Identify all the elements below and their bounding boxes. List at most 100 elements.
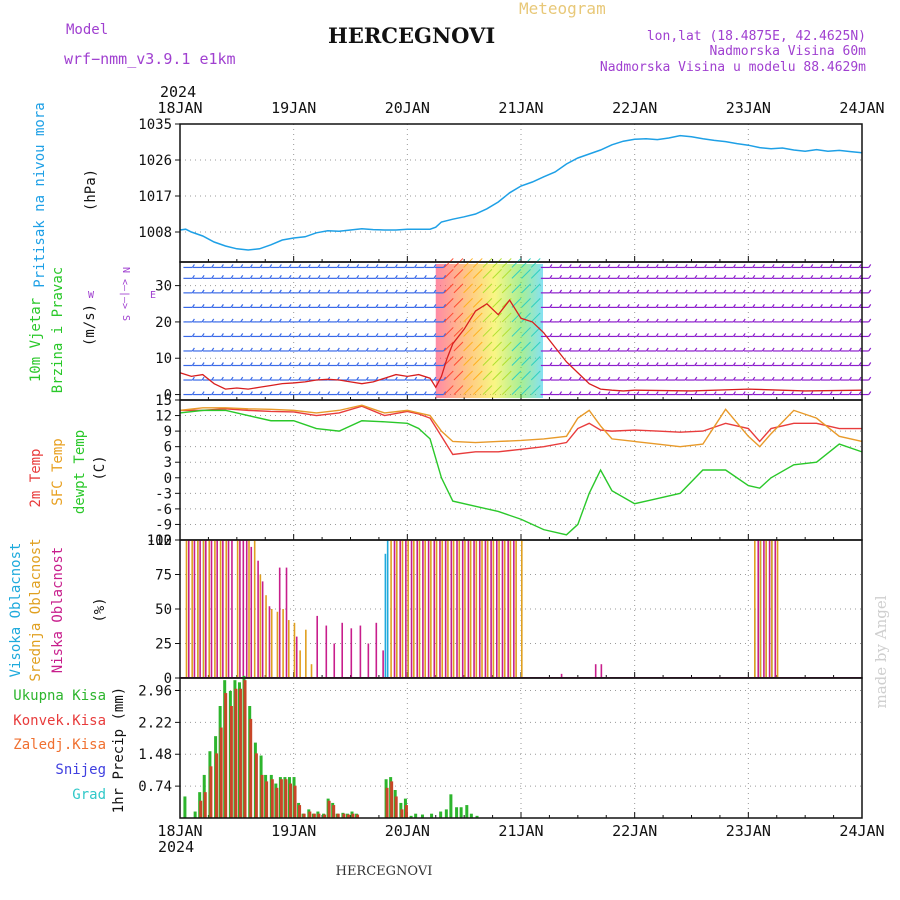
cloud-ylabel: Visoka Oblacnost <box>8 543 24 678</box>
wind-barb-tick <box>385 264 389 268</box>
wind-barb-tick <box>356 362 360 366</box>
wind-barb-tick <box>559 391 563 395</box>
wind-barb-tick <box>249 304 253 308</box>
cloud-bar-low_cloud <box>768 540 771 678</box>
cloud-bar-mid_cloud <box>248 540 250 678</box>
wind-barb-tick <box>327 264 331 268</box>
cloud-bar-mid_cloud <box>503 540 506 678</box>
wind-barb-tick <box>394 362 398 366</box>
wind-barb-tick <box>761 289 765 294</box>
wind-barb-tick <box>307 304 311 308</box>
cloud-bar-mid_cloud <box>469 540 472 678</box>
wind-barb-tick <box>191 391 195 395</box>
precip-bar-precip_total <box>459 807 463 818</box>
precip-bar-precip_conv <box>293 785 297 818</box>
wind-barb-tick <box>298 333 302 337</box>
wind-barb-tick <box>858 275 862 279</box>
wind-barb-tick <box>356 304 360 308</box>
wind-barb <box>521 341 531 352</box>
wind-barb-tick <box>771 289 775 294</box>
wind-barb-tick <box>549 289 553 294</box>
cloud-bar-mid_cloud <box>458 540 461 678</box>
wind-barb-tick <box>732 289 736 294</box>
wind-barb-tick <box>307 376 311 381</box>
wind-barb-tick <box>771 347 775 352</box>
cloud-bar-mid_cloud <box>776 540 779 678</box>
day-label-bottom: 20JAN <box>385 822 430 840</box>
wind-barb-tick <box>259 347 263 352</box>
wind-barb-tick <box>694 333 698 337</box>
wind-barb-tick <box>394 304 398 308</box>
wind-barb <box>511 268 522 279</box>
wind-barb-tick <box>404 376 408 381</box>
wind-barb-tick <box>761 391 765 395</box>
wind-barb-tick <box>559 264 563 268</box>
wind-barb <box>501 370 512 381</box>
cloud-bar-mid_cloud <box>225 540 228 678</box>
cloud-bar-low_cloud <box>239 540 241 678</box>
wind-barb-tick <box>713 376 717 381</box>
wind-barb-tick <box>752 362 756 366</box>
wind-barb-tick <box>346 275 350 279</box>
wind-barb-tick <box>307 264 311 268</box>
wind-barb-tick <box>559 376 563 381</box>
wind-barb-tick <box>191 264 195 268</box>
wind-barb-tick <box>578 362 582 366</box>
wind-barb-tick <box>626 318 630 323</box>
wind-barb <box>472 258 483 268</box>
wind-barb-tick <box>249 376 253 381</box>
wind-barb-tick <box>829 391 833 395</box>
wind-barb-tick <box>655 391 659 395</box>
wind-speed-line <box>179 299 863 392</box>
wind-barb-tick <box>790 275 794 279</box>
wind-barb-tick <box>346 318 350 323</box>
wind-barb-tick <box>201 347 205 352</box>
precip-bar-precip_total <box>475 815 479 818</box>
precip-bar-precip_total <box>469 813 473 818</box>
y-tick-label: 30 <box>155 279 172 295</box>
wind-barb-tick <box>781 333 785 337</box>
wind-barb-tick <box>732 264 736 268</box>
wind-barb-tick <box>703 376 707 381</box>
wind-barb-tick <box>636 264 640 268</box>
wind-barb-tick <box>636 333 640 337</box>
wind-barb-tick <box>617 289 621 294</box>
wind-barb-tick <box>703 362 707 366</box>
wind-barb-tick <box>211 318 215 323</box>
wind-barb-tick <box>211 347 215 352</box>
cloud-bar-low_cloud <box>359 625 362 678</box>
wind-barb-tick <box>249 362 253 366</box>
wind-barb-tick <box>742 264 746 268</box>
wind-barb-tick <box>810 275 814 279</box>
cloud-bar-mid_cloud <box>771 540 773 678</box>
wind-barb-tick <box>839 318 843 323</box>
wind-barb <box>472 312 483 323</box>
wind-barb <box>511 370 522 381</box>
wind-barb-tick <box>191 362 195 366</box>
wind-barb <box>530 327 541 337</box>
wind-barb <box>492 283 502 294</box>
cloud-bar-low_cloud <box>433 540 436 678</box>
wind-barb-tick <box>674 333 678 337</box>
wind-barb-tick <box>288 376 292 381</box>
wind-barb-tick <box>674 289 678 294</box>
wind-barb-tick <box>636 275 640 279</box>
wind-barb-tick <box>829 347 833 352</box>
wind-barb-tick <box>607 391 611 395</box>
cloud-bar-mid_cloud <box>424 540 426 678</box>
wind-barb <box>482 385 493 395</box>
cloud-bar-low_cloud <box>473 540 475 678</box>
legend-snijeg: Snijeg <box>55 762 106 778</box>
wind-barb <box>472 385 483 395</box>
wind-barb-tick <box>819 376 823 381</box>
wind-barb <box>492 298 502 308</box>
wind-barb-tick <box>298 304 302 308</box>
cloud-bar-mid_cloud <box>407 540 409 678</box>
wind-barb-tick <box>655 333 659 337</box>
wind-barb-tick <box>568 333 572 337</box>
wind-barb-tick <box>549 264 553 268</box>
wind-barb-tick <box>742 347 746 352</box>
wind-barb-tick <box>694 289 698 294</box>
wind-barb <box>521 356 531 366</box>
wind-barb-tick <box>356 376 360 381</box>
